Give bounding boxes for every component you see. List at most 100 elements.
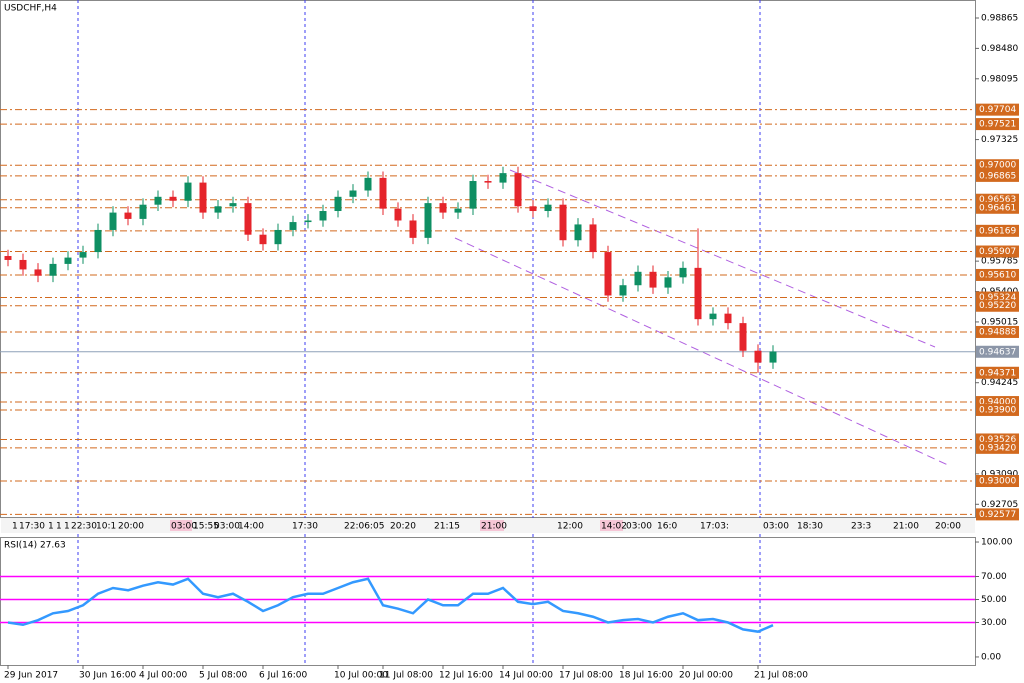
y-tick-label: 100.00 (981, 538, 1013, 548)
y-tick-label: 0.93090 (981, 469, 1018, 479)
level-label: 0.93900 (979, 405, 1016, 415)
candle-body (634, 271, 642, 286)
candle-body (34, 269, 42, 276)
x-tick-label: 21 Jul 08:00 (754, 671, 808, 681)
y-tick-label: 0.00 (981, 652, 1001, 662)
time-tags: 1 17:30 1 1 1 22:30 10:1 20:00 03:00 15:… (12, 520, 961, 532)
candle-body (454, 208, 462, 213)
candle-body (49, 263, 57, 276)
x-tick-label: 12 Jul 16:00 (439, 671, 493, 681)
x-tick-label: 30 Jun 16:00 (79, 671, 136, 681)
time-tag: 14:00 (238, 522, 264, 532)
time-tag: 21:00 (481, 522, 507, 532)
y-tick-label: 0.95785 (981, 257, 1018, 267)
time-tag: 1 (64, 522, 70, 532)
candle-body (424, 203, 432, 238)
level-box (976, 475, 1019, 488)
level-label: 0.96865 (979, 171, 1016, 181)
level-box (976, 118, 1019, 131)
candle-body (589, 224, 597, 253)
y-tick-label: 70.00 (981, 572, 1007, 582)
time-tag: 17:03: (700, 522, 729, 532)
level-label: 0.95324 (979, 293, 1016, 303)
candle-body (484, 181, 492, 183)
candle-body (289, 222, 297, 230)
candle-body (79, 252, 87, 258)
time-tag: 03:00 (171, 522, 197, 532)
x-tick-label: 5 Jul 08:00 (199, 671, 248, 681)
time-tag: 21:00 (893, 522, 919, 532)
level-box (976, 245, 1019, 258)
candle-body (274, 229, 282, 245)
time-tag: 03:00 (763, 522, 789, 532)
tag-box (480, 520, 504, 531)
level-box (976, 224, 1019, 237)
candle-body (439, 203, 447, 213)
candle-body (4, 256, 12, 260)
candle-body (184, 182, 192, 201)
rsi-panel (0, 537, 976, 666)
time-tag: 12:00 (557, 522, 583, 532)
candle-body (259, 234, 267, 245)
time-tag: 1 (56, 522, 62, 532)
level-label: 0.95220 (979, 301, 1016, 311)
level-label: 0.97000 (979, 161, 1016, 171)
level-box (976, 403, 1019, 416)
x-tick-label: 6 Jul 16:00 (259, 671, 308, 681)
candle-body (604, 252, 612, 296)
candle-body (499, 173, 507, 183)
time-tag: 03:00 (626, 522, 652, 532)
candle-body (169, 196, 177, 201)
candle-body (244, 203, 252, 235)
last-price-label: 0.94637 (979, 347, 1016, 357)
y-tick-label: 0.94245 (981, 378, 1018, 388)
y-tick-label: 0.98865 (981, 13, 1018, 23)
candle-body (349, 190, 357, 197)
time-tag: 20:00 (935, 522, 961, 532)
candle-body (379, 177, 387, 209)
candle-body (154, 196, 162, 205)
rsi-title: RSI(14) 27.63 (4, 541, 66, 551)
candle-body (304, 220, 312, 223)
y-tick-label: 0.98480 (981, 44, 1018, 54)
level-label: 0.96461 (979, 203, 1016, 213)
candle-body (409, 220, 417, 238)
level-box (976, 169, 1019, 182)
y-tick-label: 0.97325 (981, 135, 1018, 145)
candle-body (319, 211, 327, 221)
time-tag: 20:00 (118, 522, 144, 532)
level-label: 0.93420 (979, 443, 1016, 453)
level-box (976, 201, 1019, 214)
candle-body (139, 204, 147, 219)
level-box (976, 325, 1019, 338)
candle-body (94, 229, 102, 253)
y-tick-label: 0.98095 (981, 74, 1018, 84)
candle-body (754, 350, 762, 363)
candle-body (739, 323, 747, 351)
tag-box (600, 520, 623, 531)
time-tag: 03:00 (214, 522, 240, 532)
y-tick-label: 50.00 (981, 595, 1007, 605)
level-box (976, 103, 1019, 116)
time-tag: 17:30 (292, 522, 318, 532)
candle-body (109, 212, 117, 230)
x-tick-label: 14 Jul 00:00 (499, 671, 553, 681)
level-label: 0.93526 (979, 435, 1016, 445)
x-tick-label: 4 Jul 00:00 (139, 671, 188, 681)
candle-body (64, 257, 72, 264)
time-tag: 14:02 (601, 522, 627, 532)
x-tick-label: 17 Jul 08:00 (559, 671, 613, 681)
level-label: 0.97521 (979, 120, 1016, 130)
x-tick-label: 20 Jul 00:00 (679, 671, 733, 681)
level-box (976, 299, 1019, 312)
candle-body (679, 267, 687, 278)
last-price-box (976, 345, 1019, 358)
time-tag: 1 (48, 522, 54, 532)
candle-body (769, 351, 777, 363)
level-label: 0.97704 (979, 105, 1016, 115)
candle-body (559, 204, 567, 241)
time-tag: 16:0 (657, 522, 677, 532)
x-tick-label: 10 Jul 00:00 (334, 671, 388, 681)
candle-body (199, 182, 207, 213)
y-tick-label: 30.00 (981, 618, 1007, 628)
